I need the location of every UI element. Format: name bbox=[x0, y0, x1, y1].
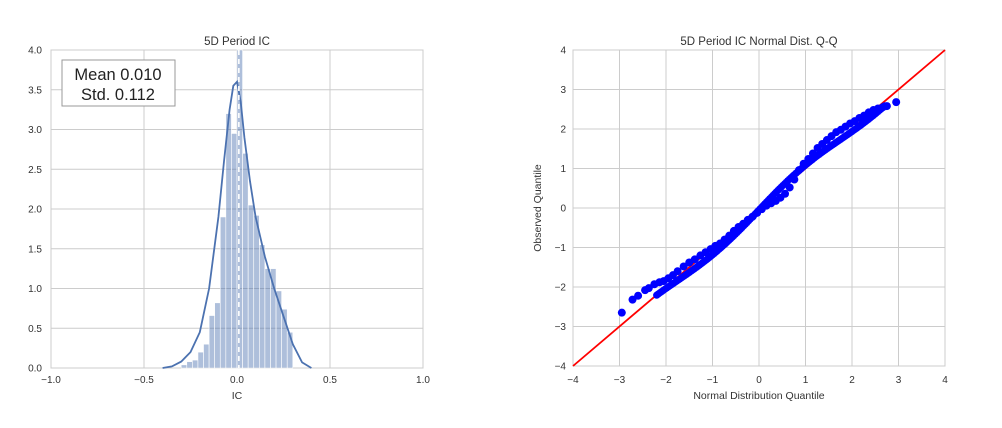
histogram-bar-3 bbox=[197, 351, 204, 369]
qq-x-axis-label: Normal Distribution Quantile bbox=[693, 390, 824, 402]
kde-line bbox=[162, 79, 312, 369]
qq-y-tick-5: 1 bbox=[560, 164, 566, 175]
histogram-y-tick-4: 2.0 bbox=[28, 205, 42, 216]
histogram-y-tick-3: 1.5 bbox=[28, 244, 42, 255]
histogram-y-tick-8: 4.0 bbox=[28, 46, 42, 57]
qq-title: 5D Period IC Normal Dist. Q-Q bbox=[680, 36, 837, 48]
qq-points bbox=[617, 98, 901, 317]
histogram-y-tick-7: 3.5 bbox=[28, 85, 42, 96]
histogram-y-tick-0: 0.0 bbox=[28, 364, 42, 375]
histogram-x-tick-2: 0.0 bbox=[230, 375, 244, 386]
qq-x-tick-8: 4 bbox=[942, 375, 948, 386]
histogram-y-tick-5: 2.5 bbox=[28, 165, 42, 176]
qq-y-tick-2: −2 bbox=[555, 283, 567, 294]
histogram-bar-0 bbox=[180, 364, 188, 369]
qq-x-tick-5: 1 bbox=[803, 375, 809, 386]
qq-y-axis-label: Observed Quantile bbox=[532, 164, 544, 252]
qq-point-11 bbox=[679, 262, 688, 271]
qq-x-tick-1: −3 bbox=[614, 375, 626, 386]
qq-point-1 bbox=[628, 295, 637, 304]
histogram-y-tick-labels: 0.0 0.5 1.0 1.5 2.0 2.5 3.0 3.5 4.0 bbox=[28, 46, 42, 375]
histogram-bar-5 bbox=[208, 315, 215, 369]
stats-std-text: Std. 0.112 bbox=[81, 86, 155, 104]
stats-mean-text: Mean 0.010 bbox=[74, 66, 161, 84]
qq-plot-panel: −4 −3 −2 −1 0 1 2 3 4 −4 −3 −2 −1 0 1 2 3 4 5D Period IC… bbox=[532, 36, 948, 402]
histogram-bars bbox=[180, 49, 294, 369]
qq-x-tick-0: −4 bbox=[567, 375, 579, 386]
histogram-x-tick-0: −1.0 bbox=[41, 375, 61, 386]
histogram-bar-14 bbox=[259, 244, 266, 369]
histogram-y-tick-6: 3.0 bbox=[28, 125, 42, 136]
histogram-x-tick-3: 0.5 bbox=[323, 375, 337, 386]
qq-y-tick-1: −3 bbox=[555, 322, 567, 333]
histogram-y-tick-2: 1.0 bbox=[28, 284, 42, 295]
qq-point-0 bbox=[617, 308, 626, 317]
qq-point-4 bbox=[644, 284, 653, 293]
histogram-bar-11 bbox=[242, 153, 249, 369]
histogram-kde-curve bbox=[162, 79, 312, 369]
histogram-bar-19 bbox=[286, 331, 294, 369]
stats-annotation-box: Mean 0.010 Std. 0.112 bbox=[61, 59, 176, 107]
qq-y-tick-3: −1 bbox=[555, 243, 567, 254]
histogram-bar-8 bbox=[225, 113, 232, 369]
histogram-x-tick-4: 1.0 bbox=[416, 375, 430, 386]
qq-y-tick-7: 3 bbox=[560, 85, 566, 96]
histogram-bar-6 bbox=[214, 302, 221, 369]
qq-x-tick-labels: −4 −3 −2 −1 0 1 2 3 4 bbox=[567, 375, 948, 386]
qq-x-tick-4: 0 bbox=[756, 375, 762, 386]
qq-point-13 bbox=[690, 255, 699, 264]
histogram-bar-9 bbox=[231, 133, 238, 369]
histogram-bar-12 bbox=[247, 204, 255, 369]
qq-x-tick-7: 3 bbox=[896, 375, 902, 386]
histogram-bar-1 bbox=[186, 361, 193, 369]
qq-x-tick-2: −2 bbox=[660, 375, 672, 386]
qq-point-10 bbox=[673, 267, 682, 276]
qq-point-dense-139 bbox=[880, 102, 889, 110]
histogram-title: 5D Period IC bbox=[204, 36, 270, 48]
qq-x-tick-3: −1 bbox=[707, 375, 719, 386]
histogram-y-tick-1: 0.5 bbox=[28, 324, 42, 335]
qq-point-55 bbox=[892, 98, 901, 107]
qq-x-tick-6: 2 bbox=[849, 375, 855, 386]
histogram-bar-13 bbox=[253, 215, 260, 369]
histogram-bar-4 bbox=[203, 343, 210, 369]
qq-point-2 bbox=[634, 291, 643, 300]
histogram-bar-7 bbox=[219, 216, 227, 369]
qq-y-tick-8: 4 bbox=[560, 46, 566, 57]
qq-y-tick-4: 0 bbox=[560, 204, 566, 215]
histogram-bar-2 bbox=[192, 359, 199, 369]
qq-y-tick-labels: −4 −3 −2 −1 0 1 2 3 4 bbox=[555, 46, 567, 373]
qq-y-tick-0: −4 bbox=[555, 362, 567, 373]
histogram-x-axis-label: IC bbox=[232, 390, 243, 402]
qq-y-tick-6: 2 bbox=[560, 125, 566, 136]
histogram-x-tick-labels: −1.0 −0.5 0.0 0.5 1.0 bbox=[41, 375, 430, 386]
qq-point-32 bbox=[781, 189, 790, 198]
ic-histogram-panel: −1.0 −0.5 0.0 0.5 1.0 0.0 0.5 1.0 1.5 2.0 2.5 3.0 3… bbox=[28, 36, 430, 402]
histogram-x-tick-1: −0.5 bbox=[134, 375, 154, 386]
histogram-bar-15 bbox=[264, 268, 271, 369]
